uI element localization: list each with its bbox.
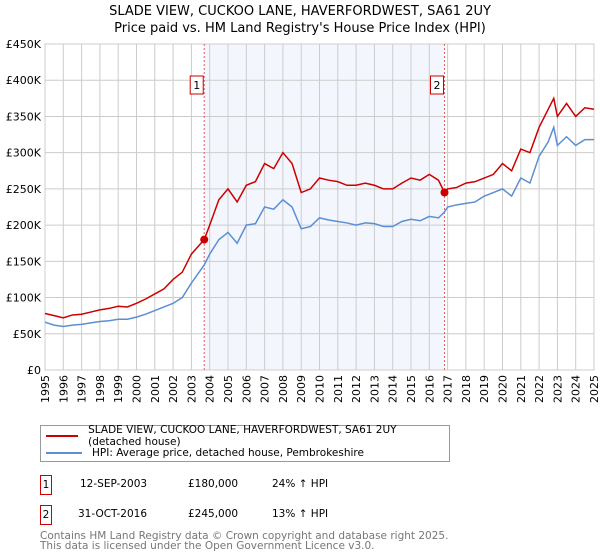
x-tick-label: 2025 <box>588 375 600 403</box>
transaction-date: 31-OCT-2016 <box>78 508 147 520</box>
x-tick-label: 2003 <box>185 375 198 403</box>
x-tick-label: 2002 <box>167 375 180 403</box>
legend-label: HPI: Average price, detached house, Pemb… <box>92 447 364 459</box>
chart-subtitle: Price paid vs. HM Land Registry's House … <box>114 21 486 36</box>
transaction-hpi: 24% ↑ HPI <box>272 478 329 490</box>
sale-marker-box <box>429 75 444 95</box>
x-tick-label: 2014 <box>387 375 400 403</box>
marker-badge: 1 <box>40 475 52 495</box>
x-tick-label: 2007 <box>259 375 272 403</box>
y-tick-label: £250K <box>6 183 42 196</box>
y-tick-label: £200K <box>6 219 42 232</box>
legend-label: SLADE VIEW, CUCKOO LANE, HAVERFORDWEST, … <box>88 424 397 448</box>
legend-item-hpi: HPI: Average price, detached house, Pemb… <box>41 445 364 461</box>
x-tick-label: 2005 <box>222 375 235 403</box>
x-tick-label: 2006 <box>240 375 253 403</box>
y-tick-label: £300K <box>6 147 42 160</box>
sale-marker-label: 2 <box>433 79 440 92</box>
sale-marker-box <box>189 75 204 95</box>
x-tick-label: 1996 <box>57 375 70 403</box>
y-tick-label: £0 <box>27 364 41 377</box>
transaction-hpi: 13% ↑ HPI <box>272 508 329 520</box>
x-tick-label: 2020 <box>497 375 510 403</box>
sale-marker-label: 1 <box>193 79 200 92</box>
legend-swatch-blue <box>46 452 82 454</box>
x-tick-label: 2018 <box>460 375 473 403</box>
y-tick-label: £350K <box>6 110 42 123</box>
transaction-date: 12-SEP-2003 <box>80 478 148 490</box>
x-tick-label: 2015 <box>405 375 418 403</box>
chart-title: SLADE VIEW, CUCKOO LANE, HAVERFORDWEST, … <box>109 4 491 19</box>
x-tick-label: 2017 <box>442 375 455 403</box>
plot-border <box>44 43 595 371</box>
x-tick-label: 2023 <box>551 375 564 403</box>
transaction-price: £245,000 <box>188 508 239 520</box>
shaded-period <box>204 44 445 370</box>
hpi-line <box>44 124 594 328</box>
legend-item-property: SLADE VIEW, CUCKOO LANE, HAVERFORDWEST, … <box>41 424 449 448</box>
x-tick-label: 2012 <box>350 375 363 403</box>
legend: SLADE VIEW, CUCKOO LANE, HAVERFORDWEST, … <box>40 424 450 462</box>
x-tick-label: 1998 <box>94 375 107 403</box>
footer-line: This data is licensed under the Open Gov… <box>40 540 375 552</box>
y-tick-label: £400K <box>6 74 42 87</box>
x-tick-label: 2022 <box>533 375 546 403</box>
y-tick-label: £100K <box>6 292 42 305</box>
sale-point <box>440 188 449 197</box>
marker-badge: 2 <box>40 505 52 525</box>
x-tick-label: 2000 <box>131 375 144 403</box>
property-line <box>44 96 595 319</box>
transaction-price: £180,000 <box>188 478 239 490</box>
x-tick-label: 2024 <box>570 375 583 403</box>
x-tick-label: 1997 <box>76 375 89 403</box>
x-tick-label: 2004 <box>204 375 217 403</box>
sale-point <box>200 235 209 244</box>
x-tick-label: 2008 <box>277 375 290 403</box>
x-tick-label: 2019 <box>478 375 491 403</box>
y-tick-label: £450K <box>6 38 42 51</box>
x-tick-label: 1999 <box>112 375 125 403</box>
footer-line: Contains HM Land Registry data © Crown c… <box>40 530 449 542</box>
x-tick-label: 2001 <box>149 375 162 403</box>
y-tick-label: £150K <box>6 255 42 268</box>
x-tick-label: 2011 <box>332 375 345 403</box>
x-tick-label: 2016 <box>423 375 436 403</box>
x-tick-label: 2013 <box>368 375 381 403</box>
footer: Contains HM Land Registry data © Crown c… <box>40 530 449 552</box>
x-tick-label: 2010 <box>314 375 327 403</box>
x-tick-label: 2009 <box>295 375 308 403</box>
price-chart: 1995 1996 1997 1998 1999 2000 2001 2002 2003 2004… <box>6 38 600 403</box>
y-tick-label: £50K <box>13 328 42 341</box>
legend-swatch-red <box>46 435 79 437</box>
x-tick-label: 2021 <box>515 375 528 403</box>
x-tick-label: 1995 <box>39 375 52 403</box>
